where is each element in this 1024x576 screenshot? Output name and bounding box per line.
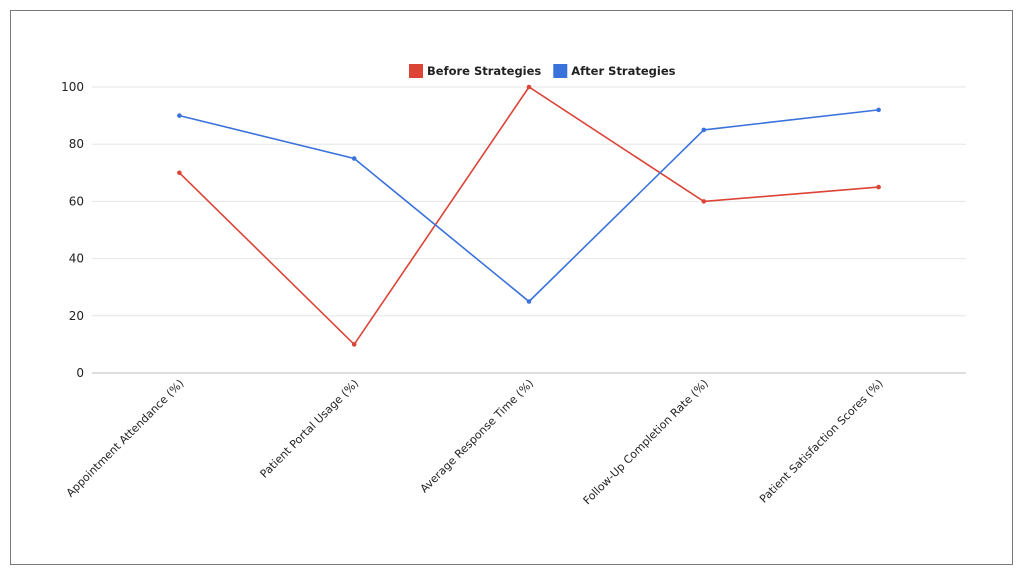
series-group [177, 84, 881, 347]
legend-label: After Strategies [571, 64, 675, 78]
data-point [876, 184, 881, 190]
y-tick-label: 60 [69, 194, 84, 208]
data-point [876, 107, 881, 113]
x-tick-label: Appointment Attendance (%) [64, 377, 187, 500]
series-after [177, 107, 881, 304]
data-point [351, 156, 357, 161]
y-tick-label: 0 [76, 366, 84, 380]
y-tick-label: 100 [61, 80, 84, 94]
x-axis-labels: Appointment Attendance (%) Patient Portal… [64, 377, 886, 507]
data-point [351, 342, 357, 347]
x-tick-label: Average Response Time (%) [418, 377, 536, 495]
y-axis-ticks: 0 20 40 60 80 100 [61, 80, 84, 380]
legend-swatch [553, 64, 568, 78]
series-line [179, 109, 879, 303]
series-line [178, 85, 879, 346]
legend-swatch [409, 64, 423, 78]
data-point [701, 199, 707, 204]
data-point [526, 84, 532, 90]
legend: Before Strategies After Strategies [409, 64, 676, 78]
data-point [177, 113, 182, 118]
x-tick-label: Follow-Up Completion Rate (%) [581, 377, 711, 507]
data-point [701, 127, 707, 133]
data-point [177, 170, 182, 176]
y-tick-label: 20 [69, 309, 84, 323]
data-point [526, 299, 532, 304]
chart-frame [10, 10, 1013, 565]
gridlines [92, 86, 966, 374]
legend-label: Before Strategies [427, 64, 541, 78]
series-before [177, 84, 881, 347]
x-tick-label: Patient Portal Usage (%) [258, 377, 362, 481]
y-tick-label: 40 [69, 252, 84, 266]
y-tick-label: 80 [69, 137, 84, 151]
x-tick-label: Patient Satisfaction Scores (%) [757, 377, 886, 506]
